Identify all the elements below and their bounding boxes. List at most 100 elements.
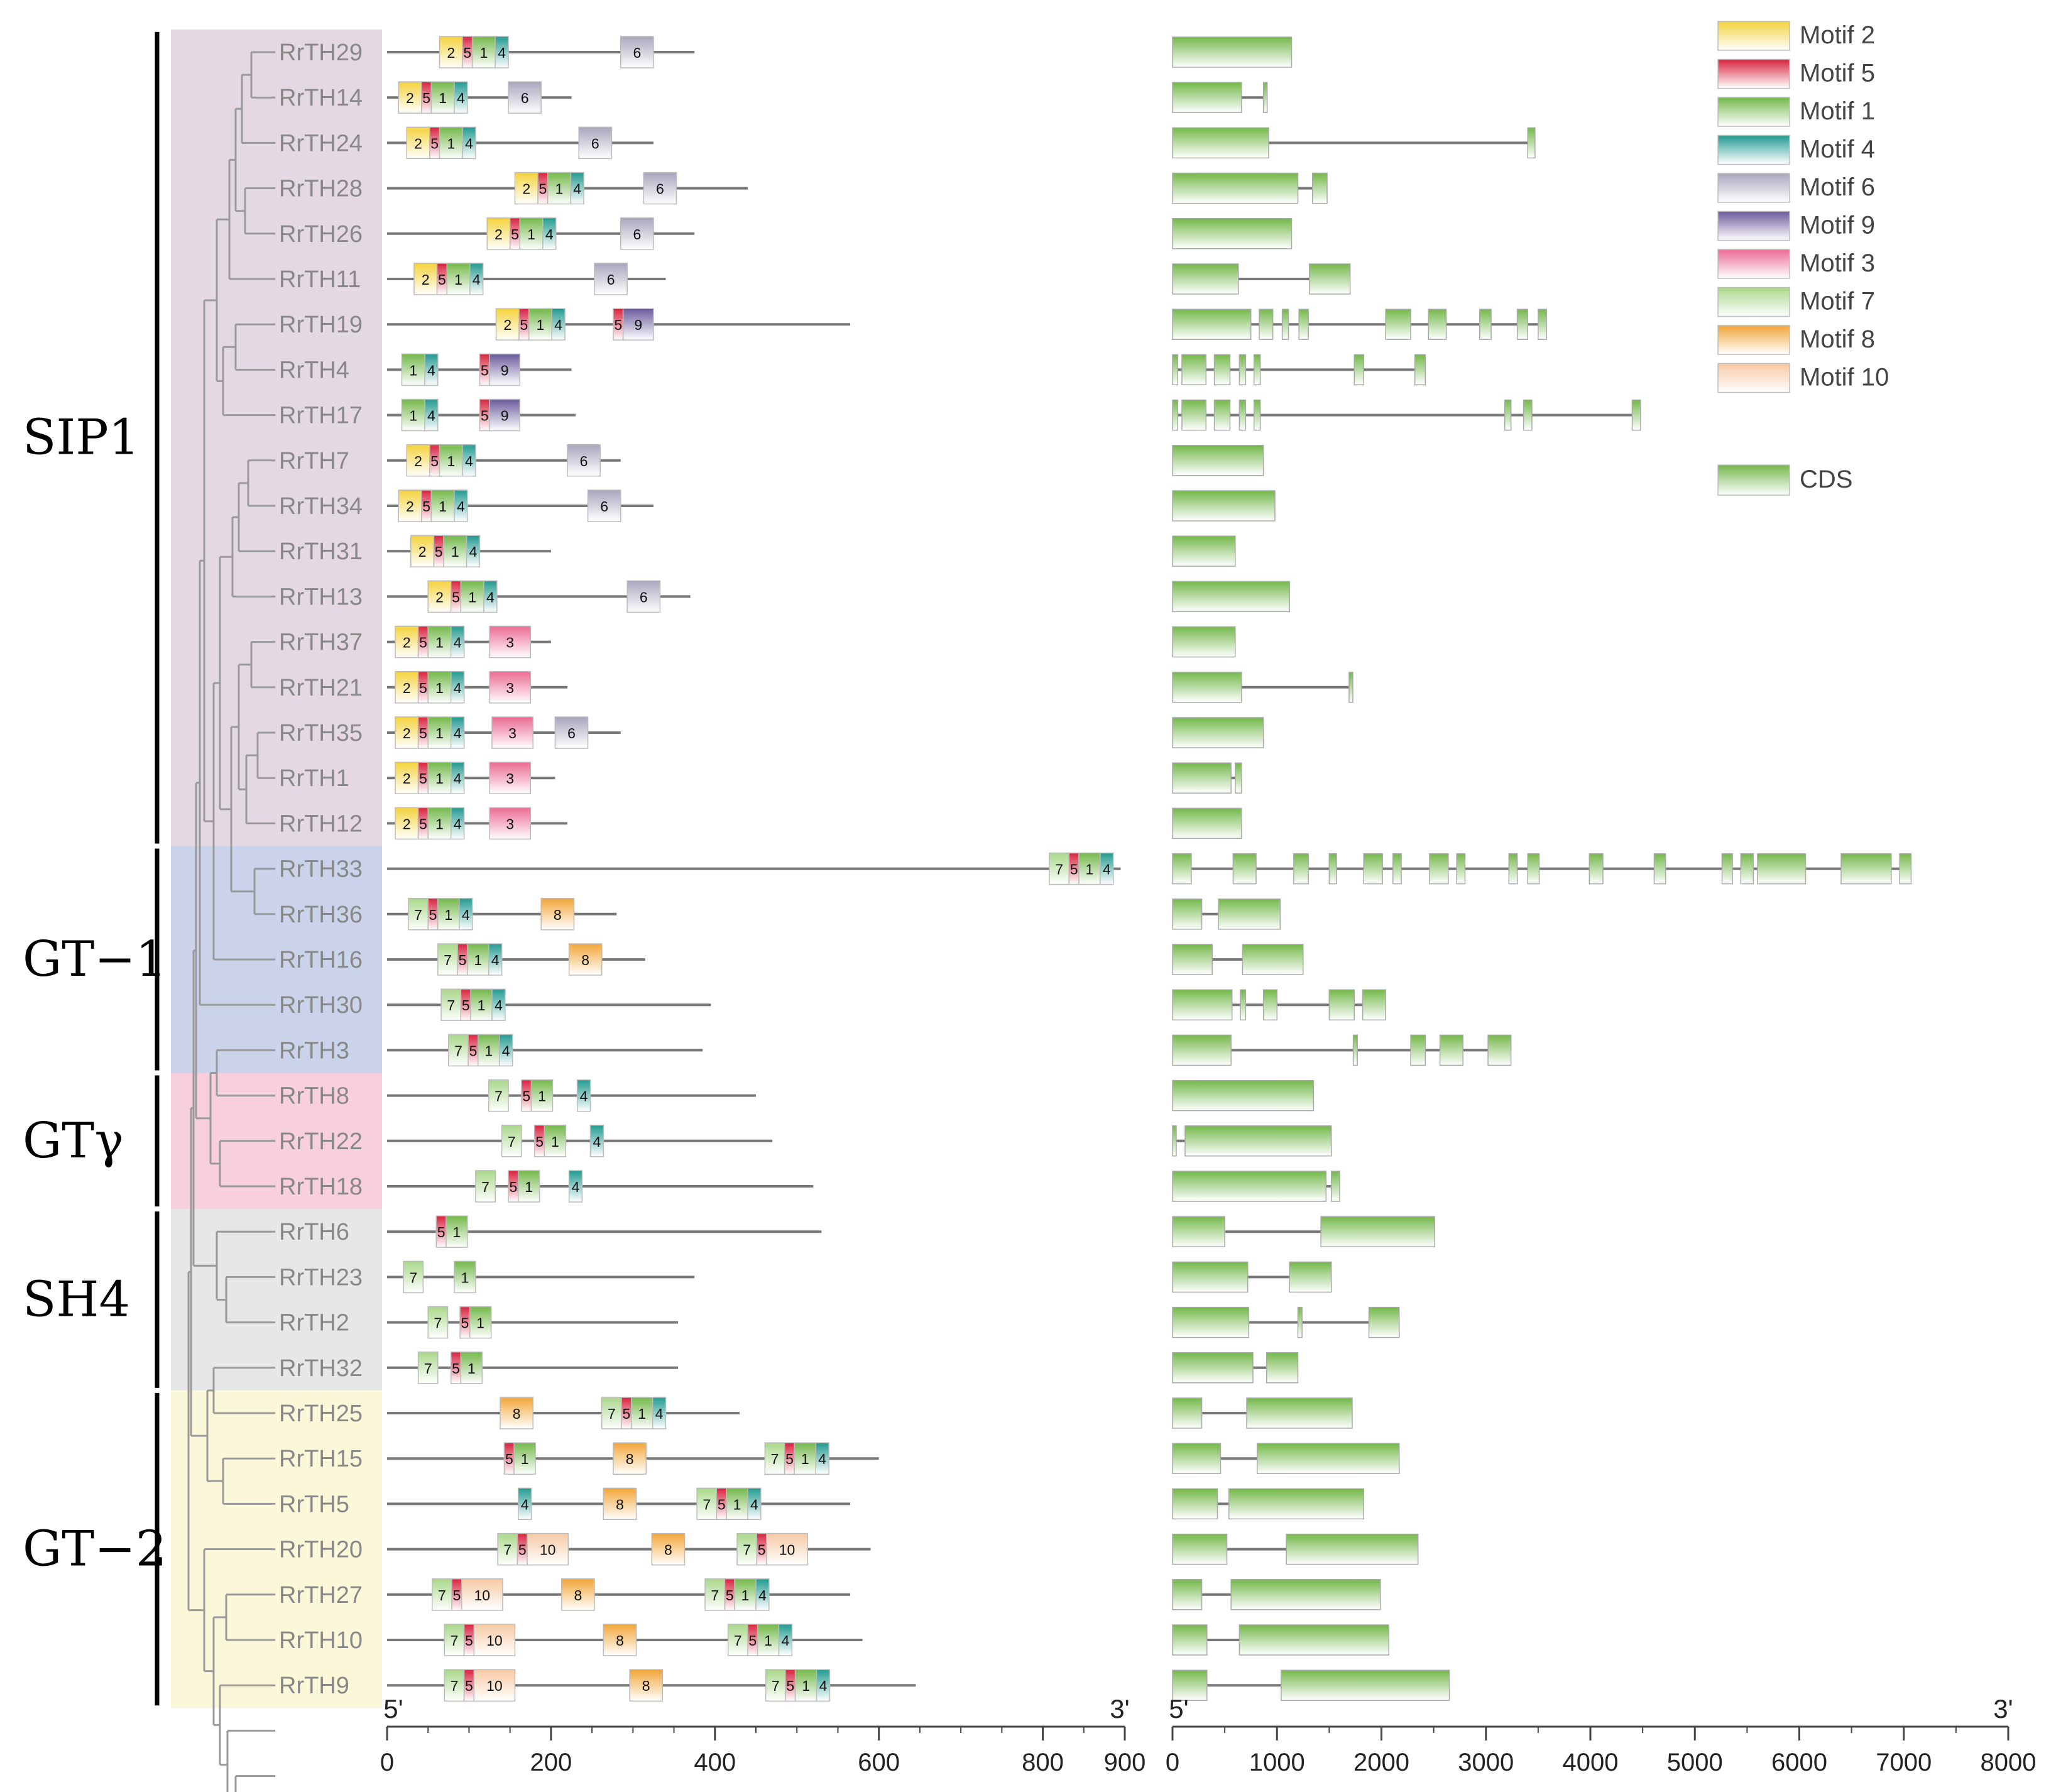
motif-number: 4 [1103, 861, 1111, 878]
legend-swatch [1717, 210, 1790, 241]
motif-9-box [622, 308, 654, 341]
gene-structure-row [1172, 581, 1290, 613]
motif-number: 5 [522, 1088, 530, 1105]
motif-1-box [446, 263, 471, 295]
motif-number: 5 [459, 952, 467, 968]
motif-number: 5 [437, 1224, 446, 1240]
motif-number: 1 [527, 226, 535, 243]
motif-number: 6 [607, 271, 615, 288]
motif-number: 4 [454, 680, 462, 696]
axis-tick-label: 8000 [1981, 1749, 2037, 1776]
motif-number: 2 [403, 770, 411, 787]
motif-number: 10 [779, 1542, 796, 1558]
cds-box [1172, 1488, 1218, 1520]
motif-4-box [570, 172, 584, 205]
motif-1-box [443, 535, 468, 567]
motif-number: 5 [419, 770, 427, 787]
motif-number: 10 [474, 1587, 491, 1604]
motif-number: 5 [430, 453, 439, 469]
motif-number: 4 [454, 816, 462, 832]
cds-box [1230, 1579, 1381, 1610]
motif-number: 1 [538, 1088, 546, 1105]
motif-number: 5 [505, 1451, 513, 1467]
axis-tick-label: 6000 [1771, 1749, 1827, 1776]
motif-number: 7 [711, 1587, 719, 1604]
motif-number: 5 [748, 1632, 757, 1649]
motif-number: 4 [465, 135, 473, 151]
motif-2-box [406, 126, 430, 160]
motif-number: 5 [1070, 861, 1078, 878]
motif-number: 7 [454, 1042, 462, 1059]
motif-1-box [726, 1487, 748, 1521]
motif-number: 8 [574, 1587, 582, 1604]
motif-number: 2 [422, 271, 430, 288]
motif-6-box [620, 36, 654, 68]
gene-label: RrTH4 [279, 357, 349, 383]
motif-1-box [430, 81, 455, 114]
gene-label: RrTH7 [279, 448, 349, 474]
motif-number: 4 [469, 544, 478, 560]
motif-4-box [424, 398, 439, 432]
motif-number: 1 [468, 1360, 476, 1377]
legend-label: Motif 4 [1800, 136, 1875, 163]
motif-3-box [489, 807, 532, 840]
cds-box [1653, 853, 1666, 885]
cds-box [1527, 853, 1540, 885]
motif-number: 1 [468, 589, 476, 605]
motif-7-box [444, 1624, 465, 1656]
motif-number: 7 [495, 1088, 503, 1105]
motif-2-box [395, 716, 419, 749]
motif-number: 1 [480, 45, 488, 61]
motif-number: 7 [608, 1406, 616, 1422]
motif-4-box [652, 1397, 667, 1429]
cds-box [1172, 762, 1232, 794]
motif-number: 8 [513, 1406, 521, 1422]
gene-label: RrTH30 [279, 992, 363, 1019]
legend-label: Motif 2 [1800, 21, 1875, 49]
gene-structure-row [1172, 626, 1236, 658]
motif-4-box [450, 807, 465, 840]
motif-1-box [794, 1669, 817, 1702]
motif-1-box [437, 898, 460, 931]
motif-1-box [469, 1306, 492, 1339]
motif-number: 4 [465, 453, 473, 469]
motif-number: 1 [741, 1587, 750, 1604]
motif-number: 4 [545, 226, 554, 243]
cds-box [1172, 36, 1293, 68]
cds-box [1253, 399, 1261, 431]
motif-number: 4 [491, 952, 500, 968]
motif-4-box [483, 580, 498, 613]
motif-number: 4 [819, 1678, 828, 1694]
cds-box [1172, 1397, 1203, 1429]
motif-6-box [620, 217, 654, 250]
group-label: GT−1 [23, 931, 167, 988]
gene-structure-row [1172, 944, 1304, 975]
cds-box [1362, 989, 1386, 1020]
motif-4-box [498, 1034, 513, 1067]
axis-tick-label: 400 [694, 1749, 736, 1776]
motif-number: 5 [481, 408, 489, 424]
cds-box [1172, 1579, 1203, 1610]
gene-structure-row [1172, 1443, 1400, 1474]
motif-4-box [488, 943, 503, 976]
motif-number: 1 [1086, 861, 1094, 878]
cds-box [1266, 1352, 1299, 1384]
legend-label: Motif 6 [1800, 173, 1875, 201]
motif-number: 4 [572, 1179, 580, 1195]
motif-1-box [454, 1260, 476, 1294]
cds-box [1368, 1306, 1400, 1338]
motif-number: 7 [409, 1269, 417, 1286]
cds-box [1213, 399, 1231, 431]
cds-box [1172, 1216, 1225, 1247]
group-background-2 [171, 1073, 382, 1210]
motif-number: 8 [581, 952, 589, 968]
motif-number: 5 [469, 1042, 478, 1059]
motif-6-box [567, 444, 601, 477]
axes: 0 200 400 600 800 900 5' 3' 0 1000 2000 3000 4000 500… [380, 1694, 2037, 1776]
gene-label: RrTH17 [279, 403, 363, 429]
gene-label: RrTH10 [279, 1627, 363, 1654]
cds-box [1172, 1533, 1228, 1565]
motif-number: 5 [785, 1451, 794, 1467]
cds-box [1456, 853, 1466, 885]
